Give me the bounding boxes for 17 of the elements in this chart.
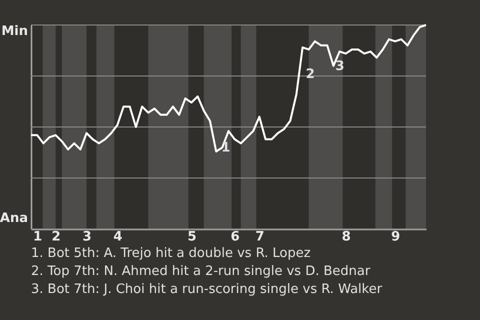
x-tick-label: 7 <box>255 230 264 244</box>
x-tick-label: 4 <box>113 230 122 244</box>
text: Min <box>1 24 28 39</box>
x-tick-label: 2 <box>52 230 61 244</box>
x-tick-label: 3 <box>82 230 92 244</box>
x-tick-label: 6 <box>230 230 240 244</box>
x-tick-label: 8 <box>342 230 351 244</box>
text: 1. Bot 5th: A. Trejo hit a double vs R. Lopez <box>31 246 311 261</box>
text: Ana <box>0 211 28 226</box>
text: 2. Top 7th: N. Ahmed hit a 2-run single vs D. Bednar <box>31 264 371 279</box>
x-tick-label: 5 <box>187 230 196 244</box>
text: 3. Bot 7th: J. Choi hit a run-scoring single vs R. Walker <box>31 282 383 297</box>
annotation: 1 <box>221 140 230 156</box>
x-tick-label: 9 <box>391 230 400 244</box>
annotation: 2 <box>306 66 315 82</box>
x-tick-label: 1 <box>33 230 42 244</box>
annotation: 3 <box>335 58 344 74</box>
